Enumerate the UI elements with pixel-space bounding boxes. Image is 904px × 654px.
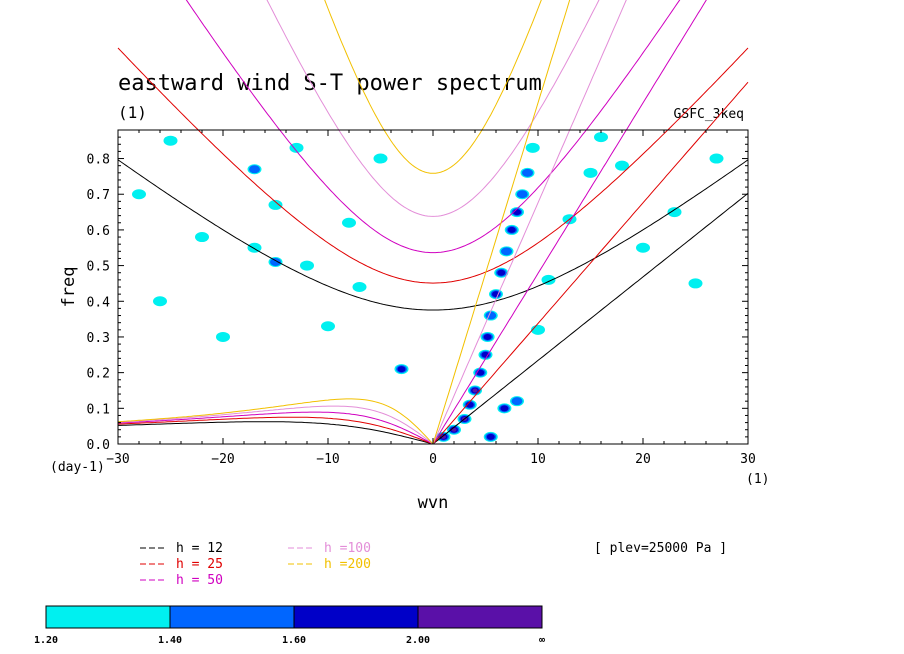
chart-title: eastward wind S-T power spectrum (118, 71, 542, 96)
power-blob (270, 258, 281, 267)
y-axis-unit: (day-1) (50, 460, 105, 475)
power-blob (268, 199, 283, 210)
rossby-curve (117, 405, 434, 445)
gravity-curve (324, 0, 542, 174)
rossby-curve (117, 411, 434, 445)
y-tick-label: 0.3 (87, 331, 110, 346)
dispersion-curves (117, 0, 749, 445)
colorbar-label: 1.40 (158, 635, 182, 646)
power-blob (500, 405, 509, 412)
plev-annotation: [ plev=25000 Pa ] (594, 541, 727, 556)
chart-subtitle-right: GSFC_3keq (674, 107, 744, 122)
gravity-curve (117, 159, 749, 311)
power-blob (397, 366, 406, 373)
plot-frame (117, 129, 749, 445)
x-tick-label: −30 (106, 452, 129, 467)
colorbar-segment (293, 605, 419, 629)
colorbar-segment (417, 605, 543, 629)
y-tick-label: 0.2 (87, 367, 110, 382)
power-blob (216, 331, 230, 342)
legend-label: h = 12 (176, 541, 223, 556)
gravity-curve (266, 0, 600, 217)
power-blob (483, 333, 492, 340)
rossby-curve (118, 421, 434, 445)
power-blob (441, 434, 446, 439)
power-blob (373, 153, 388, 164)
power-blob (486, 433, 495, 440)
x-axis-label: wvn (418, 493, 449, 513)
x-tick-label: 30 (740, 452, 756, 467)
power-blob (688, 278, 703, 289)
power-blob (511, 397, 523, 406)
y-tick-label: 0.6 (87, 224, 110, 239)
legend-label: h =100 (324, 541, 371, 556)
power-blob (249, 165, 260, 174)
x-tick-label: 20 (635, 452, 651, 467)
x-tick-label: −20 (211, 452, 234, 467)
legend-label: h =200 (324, 557, 371, 572)
power-blob (615, 160, 629, 171)
chart-subtitle-left: (1) (118, 103, 147, 122)
kelvin-curve (432, 0, 707, 445)
x-tick-label: −10 (316, 452, 339, 467)
colorbar-label: 1.20 (34, 635, 58, 646)
power-blob (153, 296, 167, 307)
power-blob (501, 247, 512, 256)
legend-label: h = 25 (176, 557, 223, 572)
y-tick-label: 0.5 (87, 260, 110, 275)
power-blob (667, 207, 682, 218)
kelvin-curve (432, 192, 749, 445)
power-blob (132, 189, 146, 200)
power-contours (132, 132, 724, 442)
kelvin-curve (432, 0, 627, 445)
gravity-curve (185, 0, 681, 254)
rossby-curve (117, 416, 434, 445)
gravity-curve (117, 47, 749, 284)
colorbar-label: 2.00 (406, 635, 430, 646)
axis-ticks: −30 −20 −10 0 10 20 30 0.0 0.1 0.2 0.3 0.4 0.5 0.6 0.7… (87, 130, 756, 467)
colorbar: 1.20 1.40 1.60 2.00 ∞ (34, 605, 545, 646)
power-blob (709, 153, 724, 164)
colorbar-segment (169, 605, 295, 629)
power-blob (516, 190, 528, 199)
rossby-curve (117, 398, 434, 445)
power-blob (541, 274, 556, 285)
power-blob (497, 269, 506, 276)
colorbar-segment (45, 605, 171, 629)
y-axis-label: freq (59, 267, 79, 308)
power-blob (321, 321, 335, 332)
power-blob (531, 324, 545, 335)
power-blob (583, 167, 598, 178)
x-tick-label: 10 (530, 452, 546, 467)
power-blob (342, 217, 356, 228)
colorbar-label: 1.60 (282, 635, 306, 646)
power-blob (465, 401, 474, 408)
y-tick-label: 0.0 (87, 438, 110, 453)
power-blob (485, 311, 497, 320)
power-blob (594, 132, 608, 143)
power-blob (289, 142, 304, 153)
legend-label: h = 50 (176, 573, 223, 588)
power-blob (163, 135, 178, 146)
y-tick-label: 0.8 (87, 153, 110, 168)
kelvin-curve (432, 0, 571, 445)
power-blob (507, 226, 516, 233)
colorbar-label: ∞ (539, 635, 545, 646)
y-tick-label: 0.7 (87, 188, 110, 203)
x-tick-label: 0 (429, 452, 437, 467)
power-blob (352, 282, 367, 292)
x-axis-unit: (1) (746, 472, 769, 487)
power-blob (472, 388, 478, 393)
kelvin-curve (432, 81, 749, 445)
power-blob (522, 168, 533, 177)
power-blob (300, 260, 314, 271)
power-blob (195, 232, 209, 243)
y-tick-label: 0.1 (87, 402, 110, 417)
power-blob (636, 242, 650, 253)
y-tick-label: 0.4 (87, 295, 111, 310)
power-blob (525, 142, 540, 153)
